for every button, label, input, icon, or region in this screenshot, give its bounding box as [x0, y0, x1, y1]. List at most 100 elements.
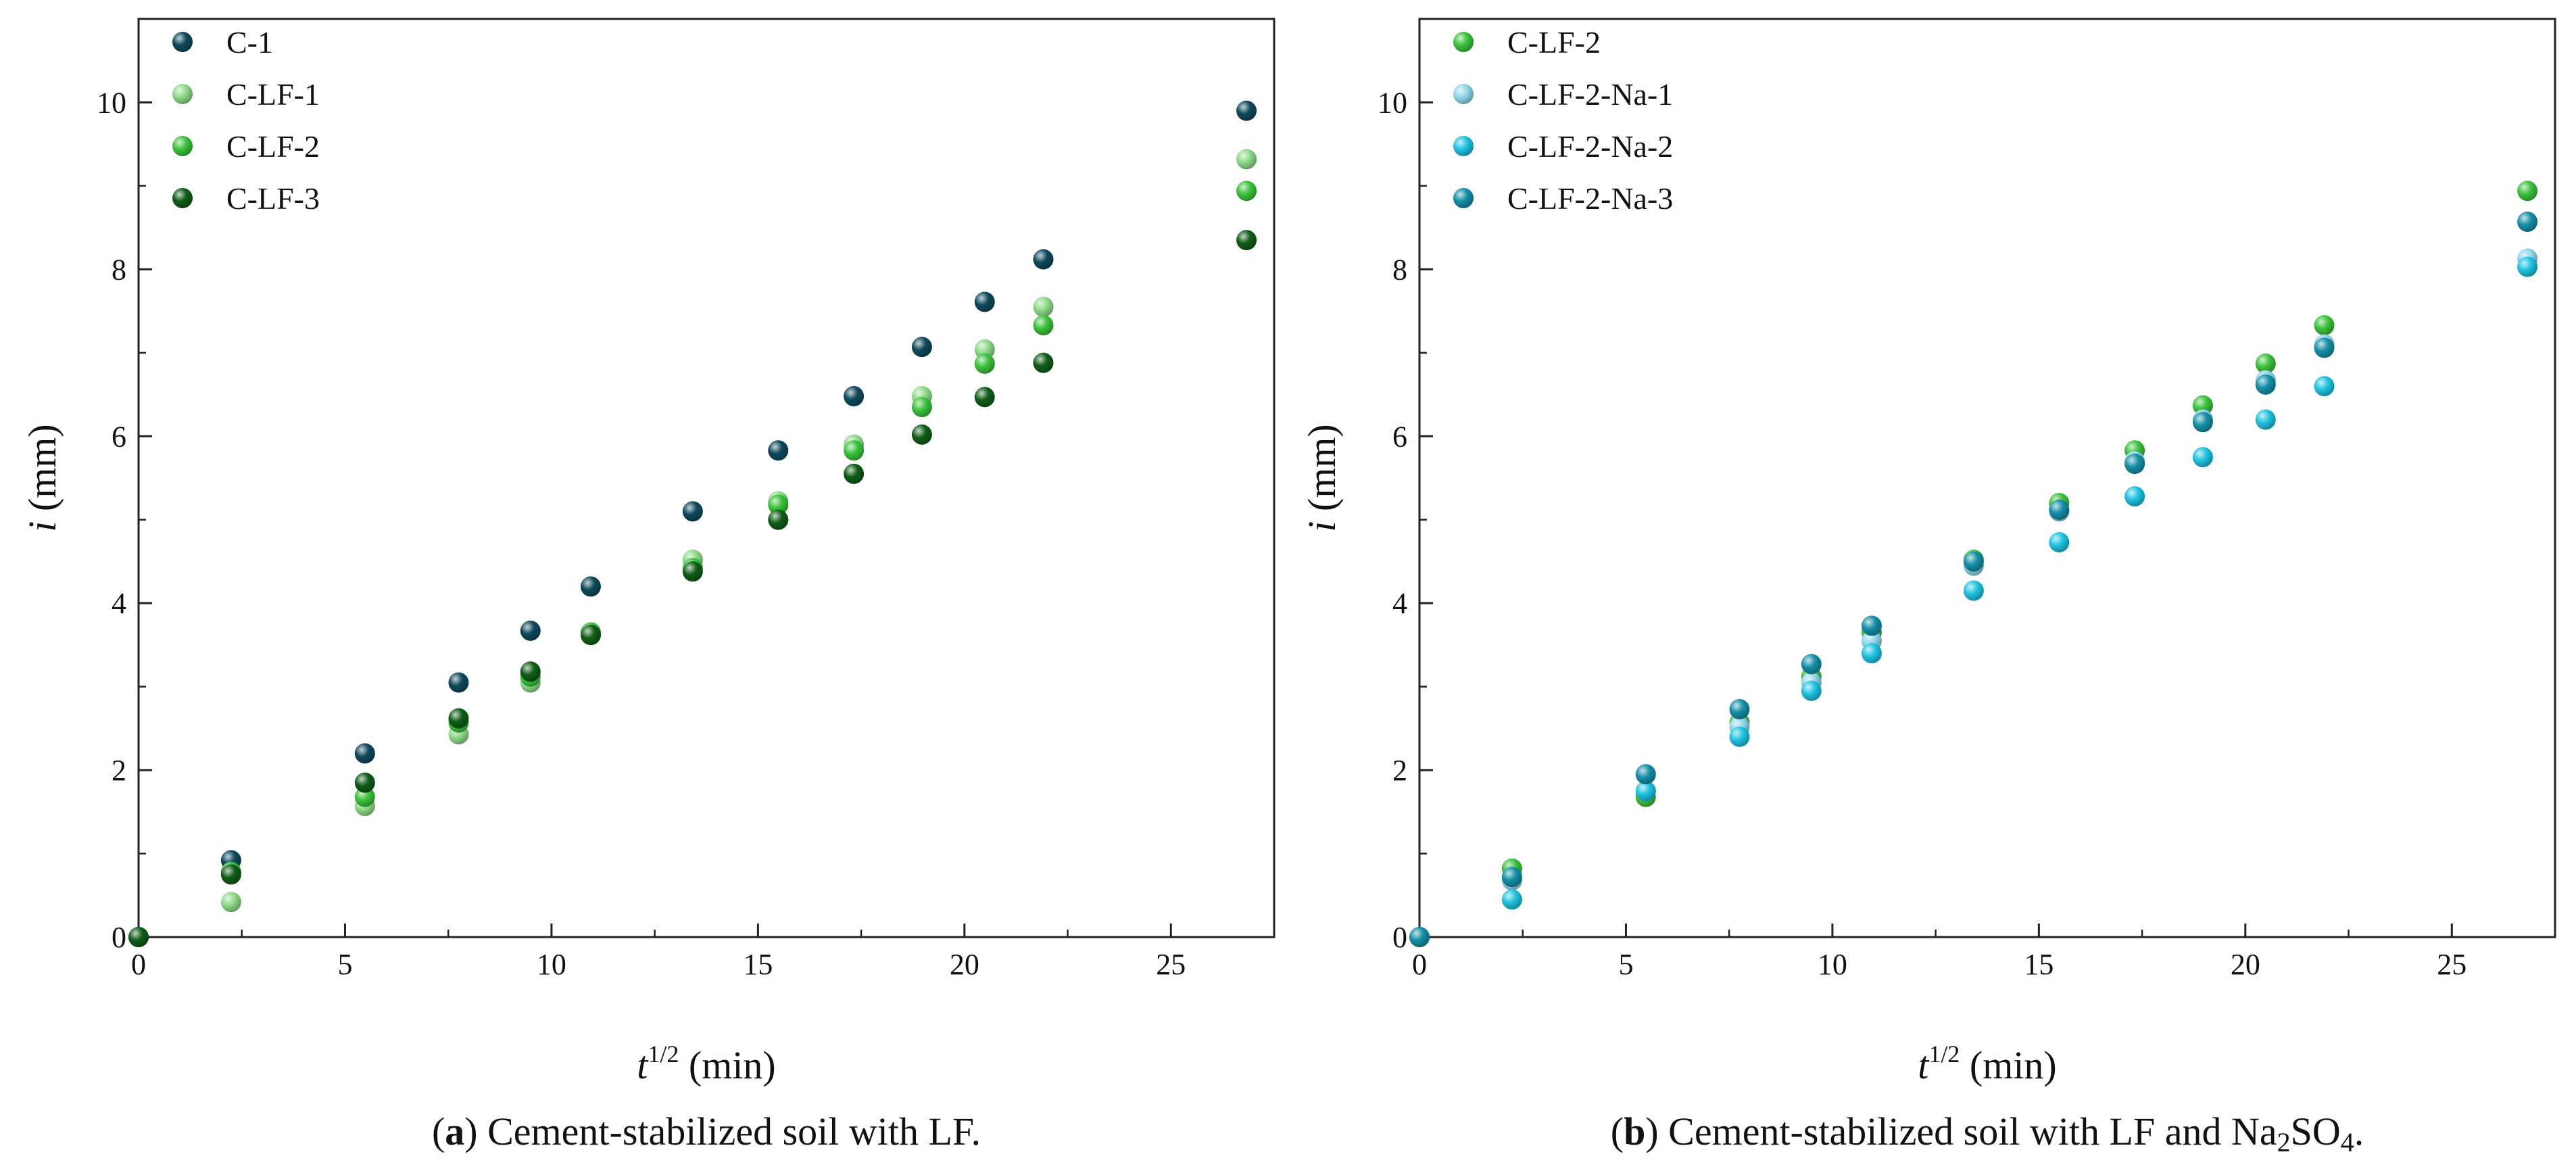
chart-panel-a: 0 5 10 15 20 25 0 2 4 6 8 10 C-1 C-LF-1 C-LF-2 C-LF-3… — [20, 18, 1275, 1153]
x-axis-unit-a: (min) — [679, 1043, 775, 1087]
data-point-c-lf-2 — [2314, 315, 2335, 336]
data-point-c-1 — [974, 291, 995, 312]
legend-marker — [172, 32, 193, 52]
data-point-c-lf-1 — [1236, 149, 1257, 170]
x-axis-symbol-a: t — [637, 1043, 649, 1087]
legend-label: C-LF-2-Na-3 — [1507, 181, 1673, 216]
y-axis-symbol-a: i — [20, 521, 64, 532]
data-point-c-lf-3 — [128, 927, 149, 947]
x-axis-superscript-b: 1/2 — [1928, 1040, 1960, 1068]
data-point-c-lf-2 — [974, 353, 995, 374]
x-axis-unit-b: (min) — [1960, 1043, 2056, 1087]
y-tick-label: 2 — [112, 754, 126, 787]
data-point-c-lf-2-na-2 — [1635, 780, 1656, 801]
data-point-c-lf-2-na-2 — [2124, 486, 2145, 507]
legend-marker — [172, 188, 193, 208]
x-tick-label: 20 — [950, 948, 979, 981]
data-point-c-lf-2-na-3 — [1729, 698, 1750, 719]
y-axis-unit-b: (mm) — [1300, 424, 1344, 521]
x-tick-label: 10 — [537, 948, 566, 981]
y-axis-title-b: i (mm) — [1300, 424, 1344, 531]
data-point-c-lf-2-na-3 — [1963, 551, 1984, 572]
legend-label: C-LF-2-Na-2 — [1507, 129, 1673, 164]
caption-label-b: b — [1624, 1109, 1645, 1153]
y-axis-ticks-b: 0 2 4 6 8 10 — [1378, 86, 1433, 954]
x-tick-label: 15 — [743, 948, 773, 981]
data-point-c-lf-2-na-3 — [1635, 764, 1656, 785]
x-tick-label: 5 — [1618, 948, 1633, 981]
data-point-c-1 — [844, 386, 865, 407]
data-point-c-lf-3 — [844, 463, 865, 484]
data-point-c-lf-2 — [2192, 395, 2213, 416]
y-tick-label: 4 — [112, 587, 126, 620]
y-tick-label: 6 — [112, 420, 126, 453]
data-point-c-lf-2-na-2 — [1501, 889, 1522, 910]
y-tick-label: 10 — [1378, 86, 1407, 119]
x-tick-label: 20 — [2231, 948, 2260, 981]
y-axis-symbol-b: i — [1300, 521, 1344, 532]
data-point-c-lf-3 — [1236, 230, 1257, 251]
data-point-c-lf-2 — [844, 440, 865, 461]
x-axis-symbol-b: t — [1918, 1043, 1930, 1087]
legend-marker — [1453, 84, 1474, 104]
data-point-c-lf-3 — [448, 708, 469, 729]
y-tick-label: 2 — [1392, 754, 1407, 787]
y-tick-label: 0 — [1392, 921, 1407, 954]
data-point-c-lf-2 — [1033, 315, 1054, 336]
legend-marker — [1453, 188, 1474, 208]
y-axis-title-a: i (mm) — [20, 424, 64, 531]
data-point-c-lf-3 — [911, 424, 932, 445]
data-point-c-lf-2-na-2 — [1861, 643, 1882, 664]
caption-end-b: . — [2354, 1109, 2364, 1153]
data-point-c-lf-2-na-3 — [1409, 927, 1430, 947]
data-point-c-lf-3 — [220, 864, 241, 885]
data-point-c-1 — [768, 440, 789, 461]
x-axis-title-b: t1/2 (min) — [1918, 1040, 2057, 1087]
x-tick-label: 10 — [1818, 948, 1847, 981]
legend-b: C-LF-2 C-LF-2-Na-1 C-LF-2-Na-2 C-LF-2-Na-3 — [1453, 25, 1673, 216]
legend-label: C-LF-2-Na-1 — [1507, 77, 1673, 112]
caption-sub2-b: 4 — [2341, 1127, 2354, 1157]
data-point-c-lf-2-na-3 — [2049, 499, 2070, 520]
data-point-c-lf-3 — [520, 661, 541, 682]
data-point-c-lf-2-na-3 — [2124, 454, 2145, 475]
data-point-c-1 — [354, 743, 375, 764]
data-point-c-lf-3 — [1033, 352, 1054, 373]
data-point-c-lf-3 — [580, 625, 601, 646]
x-tick-label: 5 — [337, 948, 352, 981]
data-point-c-lf-2-na-3 — [2255, 374, 2276, 395]
data-point-c-lf-2-na-3 — [1861, 615, 1882, 636]
y-tick-label: 4 — [1392, 587, 1407, 620]
data-point-c-lf-2 — [1236, 181, 1257, 201]
y-tick-label: 0 — [112, 921, 126, 954]
data-point-c-lf-3 — [768, 509, 789, 530]
data-point-c-1 — [448, 672, 469, 693]
data-point-c-1 — [580, 576, 601, 597]
data-point-c-lf-3 — [974, 387, 995, 408]
data-point-c-lf-2-na-3 — [2517, 211, 2538, 232]
plot-frame-a — [137, 18, 1275, 938]
data-point-c-lf-2-na-3 — [2192, 412, 2213, 433]
legend-marker — [1453, 32, 1474, 52]
data-point-c-lf-2-na-3 — [1801, 654, 1822, 675]
plot-frame-b — [1418, 18, 2556, 938]
y-axis-unit-a: (mm) — [20, 424, 64, 521]
data-point-c-lf-2-na-2 — [2192, 447, 2213, 468]
data-points-b — [1409, 181, 2538, 947]
data-point-c-lf-2-na-2 — [1963, 580, 1984, 601]
data-point-c-1 — [682, 501, 703, 522]
data-point-c-lf-2 — [768, 494, 789, 515]
legend-label: C-LF-2 — [226, 129, 320, 164]
x-tick-label: 0 — [131, 948, 146, 981]
data-point-c-1 — [1033, 249, 1054, 270]
legend-label: C-LF-1 — [226, 77, 320, 112]
x-axis-title-a: t1/2 (min) — [637, 1040, 776, 1087]
y-tick-label: 10 — [97, 86, 126, 119]
legend-a: C-1 C-LF-1 C-LF-2 C-LF-3 — [172, 25, 320, 216]
y-tick-label: 8 — [1392, 253, 1407, 286]
y-tick-label: 6 — [1392, 420, 1407, 453]
caption-mid-b: SO — [2291, 1109, 2341, 1153]
data-point-c-1 — [520, 620, 541, 641]
